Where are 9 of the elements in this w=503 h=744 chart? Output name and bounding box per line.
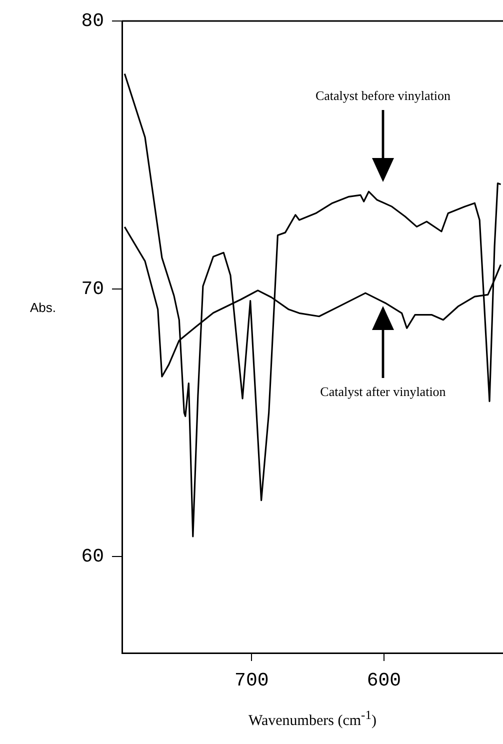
y-tick-label: 80 xyxy=(81,10,104,32)
x-tick-label: 700 xyxy=(234,669,269,692)
annotation: Catalyst after vinylation xyxy=(319,384,447,400)
x-tick-label: 600 xyxy=(366,669,402,692)
y-tick-label: 60 xyxy=(81,546,104,568)
y-axis-title: Abs. xyxy=(30,300,56,315)
x-axis-title: Wavenumbers (cm$^{-1}$) xyxy=(248,708,378,730)
y-tick-label: 70 xyxy=(81,278,104,300)
annotation: Catalyst before vinylation xyxy=(314,88,452,104)
